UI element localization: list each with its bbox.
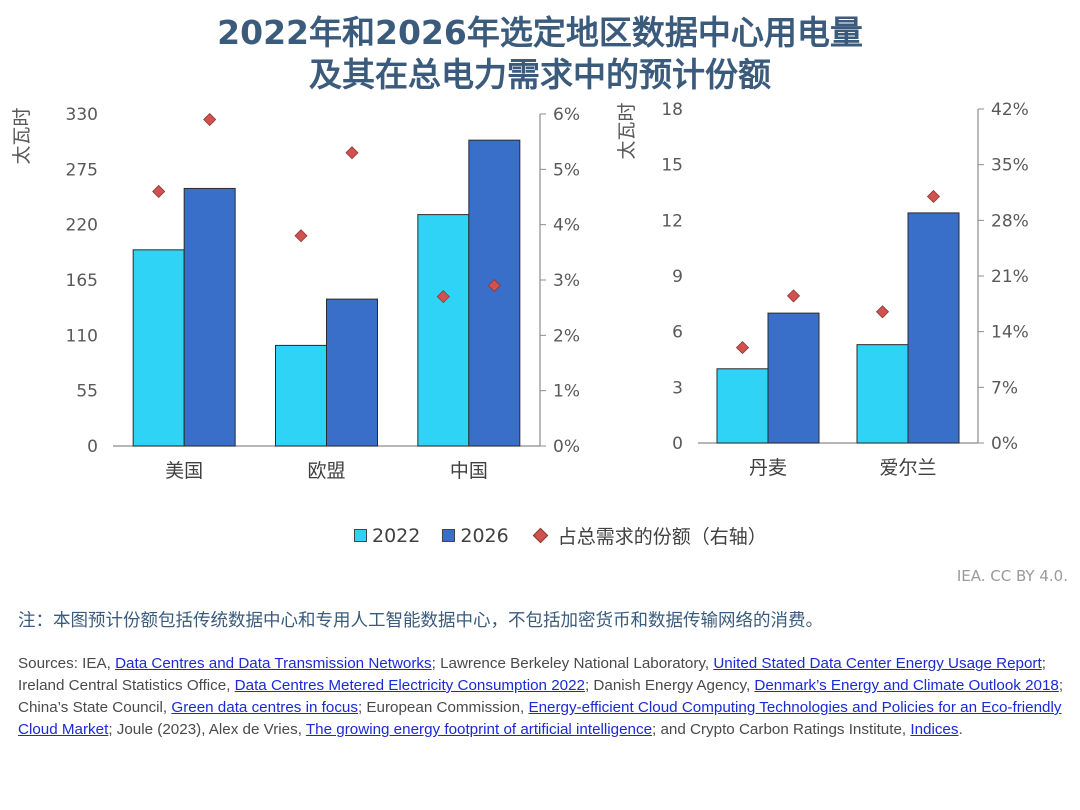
credit: IEA. CC BY 4.0.: [956, 567, 1068, 585]
source-link-lbnl[interactable]: United Stated Data Center Energy Usage R…: [713, 655, 1042, 672]
y2-tick-label: 6%: [553, 105, 580, 125]
y2-tick-label: 14%: [991, 323, 1029, 343]
bar-2026-欧盟: [326, 298, 378, 447]
x-category-label: 中国: [450, 460, 488, 482]
y2-tick-label: 42%: [991, 100, 1029, 120]
y2-tick-label: 4%: [553, 216, 580, 236]
sources-text: ; Ireland Central Statistics Office,: [18, 655, 1046, 694]
sources-text: ; Joule (2023), Alex de Vries,: [108, 721, 306, 738]
sources-text: ; Danish Energy Agency,: [584, 677, 755, 694]
legend-label-2026: 2026: [460, 524, 509, 547]
chart-title-line1: 2022年和2026年选定地区数据中心用电量: [217, 13, 863, 52]
share-point-2022-美国: [152, 184, 166, 199]
legend-label-share: 占总需求的份额（右轴）: [557, 526, 767, 548]
share-point-2026-爱尔兰: [926, 189, 941, 204]
legend-item-share: 占总需求的份额（右轴）: [531, 522, 767, 549]
legend-swatch-2022: [354, 529, 367, 542]
y2-tick-label: 0%: [553, 437, 580, 457]
legend-diamond-icon: [532, 527, 548, 544]
x-category-label: 爱尔兰: [879, 457, 936, 479]
y-tick-label: 220: [66, 216, 98, 236]
y-tick-label: 9: [672, 267, 683, 287]
legend-swatch-2026: [442, 529, 456, 542]
bar-2022-丹麦: [716, 368, 769, 444]
y-tick-label: 12: [661, 211, 683, 231]
y2-tick-label: 0%: [991, 434, 1018, 454]
sources-text: ; and Crypto Carbon Ratings Institute,: [652, 721, 911, 738]
sources: Sources: IEA, Data Centres and Data Tran…: [18, 653, 1070, 741]
bar-2022-中国: [417, 214, 470, 447]
y-tick-label: 0: [87, 437, 98, 457]
y2-tick-label: 21%: [991, 267, 1029, 287]
y-axis-unit-label: 太瓦时: [616, 102, 638, 159]
bar-2026-美国: [183, 187, 236, 447]
source-link-european-commission[interactable]: Energy-efficient Cloud Computing Technol…: [18, 699, 1062, 738]
source-link-danish-energy[interactable]: Denmark’s Energy and Climate Outlook 201…: [754, 677, 1059, 694]
sources-text: ; European Commission,: [357, 699, 529, 716]
share-point-2022-丹麦: [735, 341, 750, 355]
bar-2026-爱尔兰: [907, 212, 960, 444]
chart-note: 注：本图预计份额包括传统数据中心和专用人工智能数据中心，不包括加密货币和数据传输…: [18, 611, 823, 631]
bar-2022-美国: [132, 249, 185, 447]
share-point-2026-丹麦: [786, 289, 801, 303]
y-tick-label: 3: [672, 378, 683, 398]
sources-text: Sources: IEA,: [18, 655, 116, 672]
y-axis-unit-label: 太瓦时: [11, 107, 33, 164]
y-tick-label: 330: [66, 105, 98, 125]
share-point-2026-欧盟: [345, 146, 359, 160]
sources-text: .: [958, 721, 963, 738]
source-link-joule[interactable]: The growing energy footprint of artifici…: [305, 721, 653, 738]
share-point-2026-美国: [203, 112, 217, 127]
legend-item-2026: 2026: [442, 524, 509, 547]
y-tick-label: 15: [661, 156, 683, 176]
y-tick-label: 18: [661, 100, 683, 120]
x-category-label: 美国: [165, 460, 203, 482]
bar-2026-丹麦: [767, 312, 820, 444]
y2-tick-label: 28%: [991, 211, 1029, 231]
legend-label-2022: 2022: [372, 524, 421, 547]
y2-tick-label: 1%: [553, 382, 580, 402]
y-tick-label: 6: [672, 323, 683, 343]
y2-tick-label: 7%: [991, 378, 1018, 398]
source-link-iea[interactable]: Data Centres and Data Transmission Netwo…: [115, 655, 432, 672]
share-point-2022-中国: [436, 290, 450, 304]
source-link-china-state-council[interactable]: Green data centres in focus: [171, 699, 358, 716]
source-link-ccri-indices[interactable]: Indices: [910, 721, 959, 738]
chart-title: 2022年和2026年选定地区数据中心用电量 及其在总电力需求中的预计份额: [0, 12, 1080, 96]
y-tick-label: 55: [76, 382, 98, 402]
sources-text: ; Lawrence Berkeley National Laboratory,: [431, 655, 714, 672]
y2-tick-label: 2%: [553, 326, 580, 346]
y-tick-label: 0: [672, 434, 683, 454]
y-tick-label: 275: [66, 160, 98, 180]
y-tick-label: 110: [66, 326, 98, 346]
chart-title-line2: 及其在总电力需求中的预计份额: [309, 55, 771, 94]
source-link-ireland-cso[interactable]: Data Centres Metered Electricity Consump…: [234, 677, 585, 694]
sources-text: ; China’s State Council,: [18, 677, 1064, 716]
y-tick-label: 165: [66, 271, 98, 291]
share-point-2026-中国: [487, 278, 501, 293]
y2-tick-label: 35%: [991, 156, 1029, 176]
share-point-2022-欧盟: [294, 229, 308, 243]
legend: 2022 2026 占总需求的份额（右轴）: [354, 522, 789, 549]
y2-tick-label: 3%: [553, 271, 580, 291]
y2-tick-label: 5%: [553, 160, 580, 180]
bar-2026-中国: [468, 139, 521, 447]
legend-item-2022: 2022: [354, 525, 420, 547]
bar-2022-欧盟: [275, 344, 327, 447]
bar-2022-爱尔兰: [856, 344, 909, 444]
x-category-label: 丹麦: [749, 457, 787, 479]
share-point-2022-爱尔兰: [875, 305, 890, 319]
x-category-label: 欧盟: [307, 460, 345, 482]
